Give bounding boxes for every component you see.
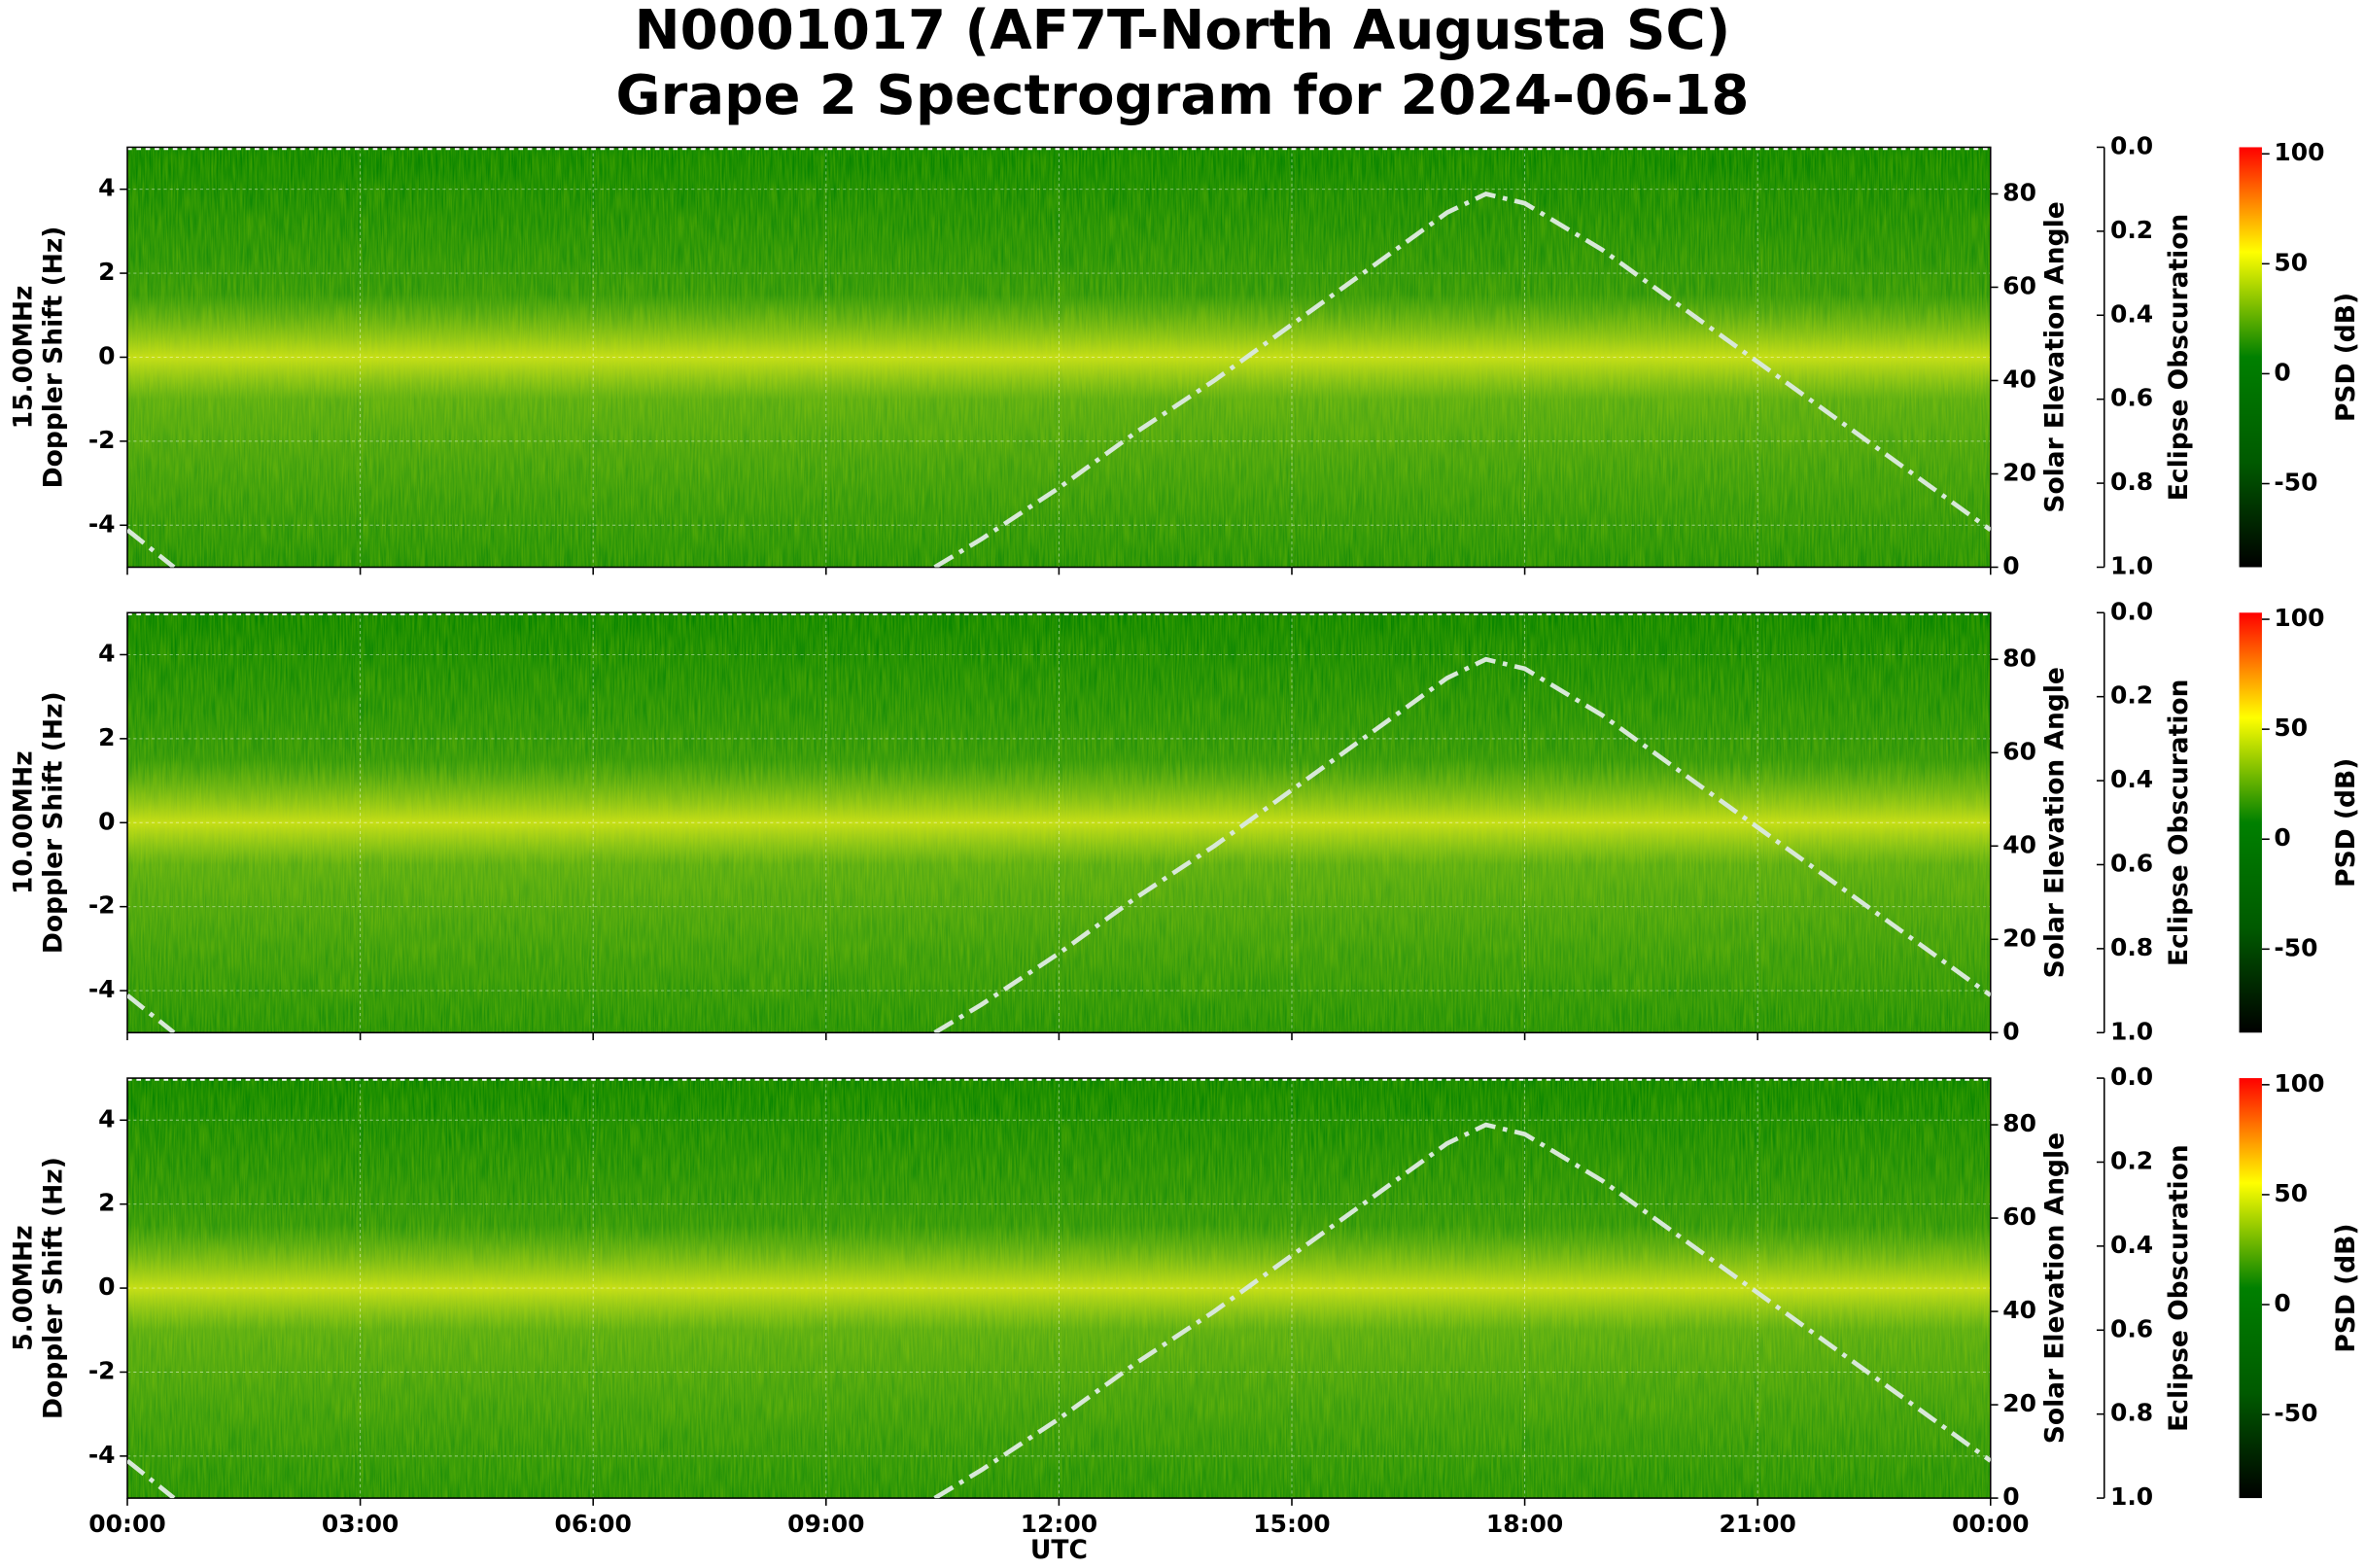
y2-tick-label: 20 xyxy=(2002,1389,2036,1417)
colorbar-tick-label: 0 xyxy=(2274,1289,2290,1317)
y2-tick-label: 60 xyxy=(2002,271,2036,299)
colorbar-tick-label: 0 xyxy=(2274,358,2290,386)
y2-axis-label: Solar Elevation Angle xyxy=(2039,1132,2069,1444)
y2-tick-label: 80 xyxy=(2002,1109,2036,1137)
solar-elevation-line xyxy=(127,191,1991,568)
colorbar xyxy=(2239,612,2262,1033)
y-tick-label: 0 xyxy=(98,1272,115,1301)
colorbar-tick-label: -50 xyxy=(2274,1399,2317,1427)
y2-tick-label: 60 xyxy=(2002,737,2036,765)
plot-frame xyxy=(126,611,1992,1034)
y-tick-label: -2 xyxy=(88,891,116,920)
y3-tick-label: 0.2 xyxy=(2110,1146,2153,1174)
y3-tick-label: 0.0 xyxy=(2110,131,2153,159)
y3-tick-label: 0.6 xyxy=(2110,384,2153,412)
x-axis-label: UTC xyxy=(1030,1535,1088,1565)
y2-tick-label: 40 xyxy=(2002,830,2036,858)
y3-axis-label: Eclipse Obscuration xyxy=(2164,679,2194,966)
colorbar-label: PSD (dB) xyxy=(2331,1224,2361,1353)
y2-tick-label: 40 xyxy=(2002,365,2036,393)
x-tick-label: 09:00 xyxy=(787,1510,864,1538)
y2-axis-label: Solar Elevation Angle xyxy=(2039,667,2069,978)
plot-frame xyxy=(126,146,1992,569)
y-tick-label: 4 xyxy=(98,639,115,667)
title: N0001017 (AF7T-North Augusta SC) xyxy=(635,0,1731,62)
colorbar-tick-label: 100 xyxy=(2274,138,2324,166)
y-tick-label: 4 xyxy=(98,174,115,202)
y3-tick-label: 0.6 xyxy=(2110,1314,2153,1342)
y3-tick-label: 0.0 xyxy=(2110,597,2153,625)
y-tick-label: -2 xyxy=(88,1356,116,1384)
colorbar-tick-label: -50 xyxy=(2274,469,2317,497)
y3-axis-label: Eclipse Obscuration xyxy=(2164,1144,2194,1432)
solar-elevation-line xyxy=(127,656,1991,1033)
y2-tick-label: 60 xyxy=(2002,1202,2036,1231)
colorbar-tick-label: 50 xyxy=(2274,714,2308,742)
colorbar xyxy=(2239,1078,2262,1499)
y2-tick-label: 0 xyxy=(2002,551,2019,579)
y3-tick-label: 1.0 xyxy=(2110,1482,2153,1511)
colorbar-tick-label: -50 xyxy=(2274,933,2317,961)
y-tick-label: -4 xyxy=(88,509,116,538)
x-tick-label: 03:00 xyxy=(322,1510,399,1538)
colorbar-tick-label: 50 xyxy=(2274,1179,2308,1207)
frequency-label: 10.00MHz xyxy=(8,750,38,894)
y3-axis-label: Eclipse Obscuration xyxy=(2164,214,2194,502)
frequency-label: 5.00MHz xyxy=(8,1225,38,1350)
colorbar-tick-label: 50 xyxy=(2274,248,2308,276)
x-tick-label: 00:00 xyxy=(1952,1510,2029,1538)
y3-tick-label: 0.8 xyxy=(2110,1399,2153,1427)
y2-tick-label: 80 xyxy=(2002,644,2036,672)
y-tick-label: -4 xyxy=(88,1441,116,1469)
y3-tick-label: 1.0 xyxy=(2110,1017,2153,1045)
y3-tick-label: 0.0 xyxy=(2110,1063,2153,1091)
x-tick-label: 18:00 xyxy=(1486,1510,1563,1538)
y-tick-label: 0 xyxy=(98,341,115,369)
colorbar-label: PSD (dB) xyxy=(2331,758,2361,888)
frequency-label: 15.00MHz xyxy=(8,286,38,430)
y2-tick-label: 80 xyxy=(2002,178,2036,206)
colorbar-tick-label: 0 xyxy=(2274,823,2290,852)
y-axis-label: Doppler Shift (Hz) xyxy=(39,226,69,489)
y3-tick-label: 0.8 xyxy=(2110,468,2153,496)
y2-tick-label: 20 xyxy=(2002,458,2036,486)
y2-tick-label: 0 xyxy=(2002,1482,2019,1511)
y-tick-label: 2 xyxy=(98,1189,115,1217)
y3-tick-label: 0.8 xyxy=(2110,933,2153,961)
y-axis-label: Doppler Shift (Hz) xyxy=(39,691,69,954)
y-tick-label: -4 xyxy=(88,975,116,1003)
y3-tick-label: 0.2 xyxy=(2110,681,2153,710)
y3-tick-label: 0.4 xyxy=(2110,299,2153,328)
colorbar xyxy=(2239,147,2262,568)
y2-tick-label: 40 xyxy=(2002,1296,2036,1324)
x-tick-label: 06:00 xyxy=(555,1510,632,1538)
y3-tick-label: 0.2 xyxy=(2110,216,2153,244)
x-tick-label: 00:00 xyxy=(88,1510,165,1538)
y-tick-label: 2 xyxy=(98,723,115,751)
solar-elevation-line xyxy=(127,1122,1991,1499)
y-tick-label: -2 xyxy=(88,426,116,454)
title: Grape 2 Spectrogram for 2024-06-18 xyxy=(616,64,1750,127)
y3-tick-label: 0.6 xyxy=(2110,849,2153,877)
y-tick-label: 0 xyxy=(98,807,115,835)
x-tick-label: 12:00 xyxy=(1021,1510,1097,1538)
y-tick-label: 4 xyxy=(98,1104,115,1132)
colorbar-tick-label: 100 xyxy=(2274,604,2324,632)
colorbar-tick-label: 100 xyxy=(2274,1069,2324,1098)
colorbar-label: PSD (dB) xyxy=(2331,293,2361,422)
y-tick-label: 2 xyxy=(98,258,115,286)
y3-tick-label: 1.0 xyxy=(2110,551,2153,579)
x-tick-label: 15:00 xyxy=(1253,1510,1330,1538)
x-tick-label: 21:00 xyxy=(1719,1510,1795,1538)
plot-frame xyxy=(126,1077,1992,1499)
y2-axis-label: Solar Elevation Angle xyxy=(2039,201,2069,512)
y-axis-label: Doppler Shift (Hz) xyxy=(39,1157,69,1419)
y2-tick-label: 20 xyxy=(2002,923,2036,952)
y3-tick-label: 0.4 xyxy=(2110,1231,2153,1259)
y2-tick-label: 0 xyxy=(2002,1017,2019,1045)
y3-tick-label: 0.4 xyxy=(2110,765,2153,793)
